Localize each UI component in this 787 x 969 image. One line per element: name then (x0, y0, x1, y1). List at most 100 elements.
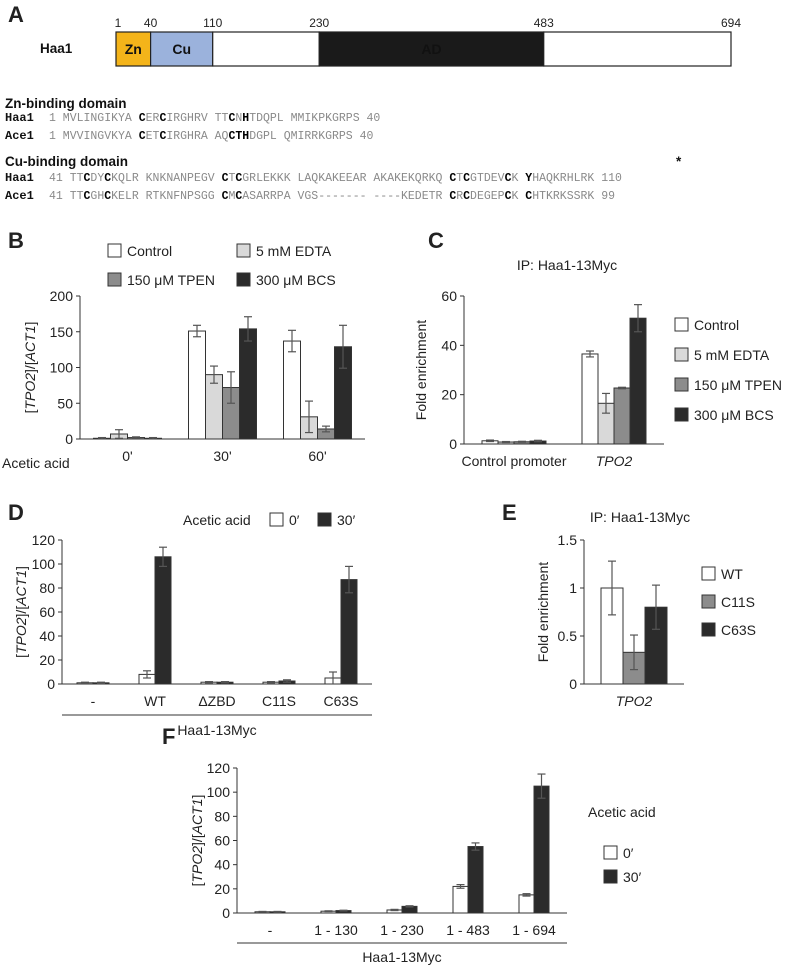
legend-swatch (269, 512, 284, 527)
highlighted-residue: C (449, 190, 456, 203)
sequence-segment: HAQKRHLRK 110 (532, 172, 622, 185)
sequence-segment: 41 TT (49, 190, 84, 203)
sequence-segment: K (511, 172, 525, 185)
y-axis-label: [TPO2]/[ACT1] (22, 322, 38, 414)
highlighted-residue: C (159, 130, 166, 143)
sequence-segment: DEGEP (470, 190, 505, 203)
x-tick-label: 1 - 694 (512, 922, 556, 938)
y-label-part: TPO2 (189, 846, 205, 883)
group-label: Haa1-13Myc (362, 949, 441, 965)
legend-label: Control (127, 243, 172, 259)
tyrosine-star: * (676, 154, 682, 169)
sequence-name: Ace1 (5, 189, 34, 203)
highlighted-residue: H (242, 112, 249, 125)
sequence-segment: M (228, 190, 235, 203)
bar (283, 340, 301, 440)
panel-letter-f: F (162, 724, 175, 749)
y-tick-label: 60 (214, 833, 230, 849)
sequence-segment: ER (146, 112, 160, 125)
y-tick-label: 20 (441, 387, 457, 403)
sequence-segment: T (228, 172, 235, 185)
legend-label: WT (721, 566, 743, 582)
sequence-segment: ET (146, 130, 160, 143)
highlighted-residue: C (84, 172, 91, 185)
legend-swatch (701, 566, 716, 581)
sequence-segment: DY (90, 172, 104, 185)
domain-block (150, 31, 214, 67)
domain-block (543, 31, 732, 67)
chart-b: 0 50 100 150 200 [TPO2]/[ACT1] 0' 30' 60' Control… (2, 243, 365, 471)
bar (629, 317, 647, 445)
y-axis-label: Fold enrichment (413, 320, 429, 420)
y-label-part: TPO2 (22, 373, 38, 410)
sequence-name: Haa1 (5, 171, 34, 185)
highlighted-residue: C (104, 190, 111, 203)
legend-label: C11S (721, 594, 755, 610)
x-tick-label: ΔZBD (198, 693, 235, 709)
bar (188, 330, 206, 440)
y-tick-label: 0 (569, 676, 577, 692)
sequence-line: 1 MVVINGVKYA CETCIRGHRA AQCTHDGPL QMIRRK… (49, 130, 374, 143)
highlighted-residue: Y (525, 172, 532, 185)
sequence-segment: ASARRPA VGS------- ----KEDETR (242, 190, 449, 203)
y-label-part: ] (189, 795, 205, 799)
legend-label: 30′ (337, 512, 356, 528)
sequence-segment: IRGHRV TT (166, 112, 228, 125)
y-tick-label: 20 (39, 652, 55, 668)
y-tick-label: 150 (50, 324, 74, 340)
y-axis-label: Fold enrichment (535, 562, 551, 662)
x-tick-label: - (91, 693, 96, 709)
y-label-part: TPO2 (13, 617, 29, 654)
panel-letter-b: B (8, 228, 24, 253)
x-tick-label: 1 - 230 (380, 922, 424, 938)
y-label-part: ACT1 (13, 570, 29, 607)
legend-label: 150 μM TPEN (694, 377, 782, 393)
y-label-part: [ (189, 882, 205, 886)
chart-e: 0 0.5 1 1.5 Fold enrichment TPO2 IP: Haa1-13My… (535, 509, 756, 709)
highlighted-residue: C (139, 130, 146, 143)
y-label-part: [ (13, 654, 29, 658)
domain-label: Cu (172, 41, 191, 57)
sequence-segment: IRGHRA AQ (166, 130, 228, 143)
y-tick-label: 80 (214, 808, 230, 824)
x-tick-label: 1 - 483 (446, 922, 490, 938)
x-tick-label: 60' (308, 448, 326, 464)
x-tick-label: WT (144, 693, 166, 709)
legend-swatch (236, 272, 251, 287)
bar (533, 785, 550, 914)
y-tick-label: 40 (441, 337, 457, 353)
bar (340, 579, 358, 685)
y-tick-label: 0.5 (558, 628, 578, 644)
y-tick-label: 60 (39, 604, 55, 620)
sequence-segment: 1 MVVINGVKYA (49, 130, 139, 143)
highlighted-residue: C (228, 130, 235, 143)
legend-label: 300 μM BCS (256, 272, 336, 288)
chart-c: 0 20 40 60 Fold enrichment Control promoter TP… (413, 257, 782, 469)
highlighted-residue: C (463, 190, 470, 203)
legend-swatch (674, 407, 689, 422)
highlighted-residue: C (505, 172, 512, 185)
x-tick-label: 1 - 130 (314, 922, 358, 938)
x-axis-title: Acetic acid (2, 455, 70, 471)
y-label-part: ACT1 (189, 798, 205, 835)
bar (581, 353, 599, 445)
position-label: 694 (721, 16, 741, 30)
y-label-part: ] (13, 566, 29, 570)
y-tick-label: 120 (32, 532, 56, 548)
sequence-segment: 41 TT (49, 172, 84, 185)
zn-domain-title: Zn-binding domain (5, 96, 126, 111)
highlighted-residue: C (84, 190, 91, 203)
y-label-part: ]/[ (22, 361, 38, 373)
highlighted-residue: C (104, 172, 111, 185)
sequence-segment: KQLR KNKNANPEGV (111, 172, 221, 185)
legend-swatch (236, 243, 251, 258)
y-tick-label: 100 (207, 784, 231, 800)
domain-block (115, 31, 152, 67)
y-axis-label: [TPO2]/[ACT1] (13, 566, 29, 658)
x-tick-label: Control promoter (461, 453, 566, 469)
bar (452, 885, 469, 914)
legend-swatch (674, 317, 689, 332)
bar (205, 374, 223, 440)
y-tick-label: 100 (50, 360, 74, 376)
